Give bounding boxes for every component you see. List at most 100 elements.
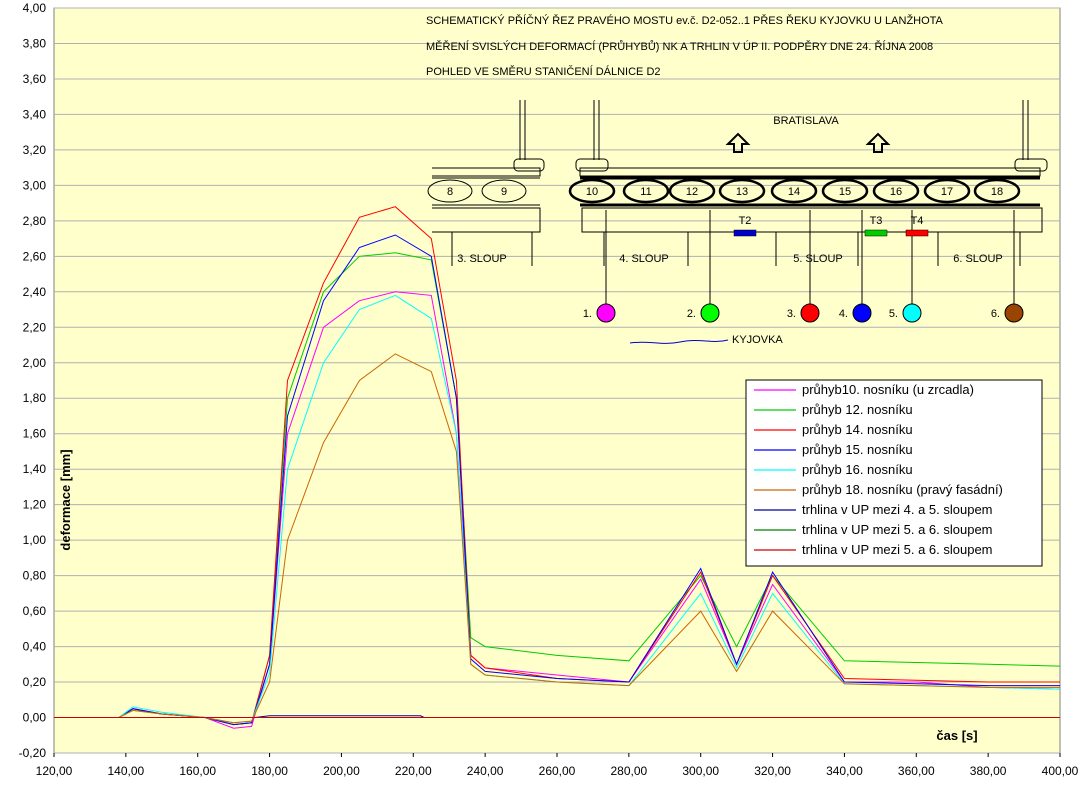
y-tick-label: 0,60 <box>23 604 47 618</box>
direction-arrow-2 <box>865 132 891 153</box>
beam-label: 17 <box>941 186 953 198</box>
y-tick-label: 0,00 <box>23 711 47 725</box>
x-tick-label: 140,00 <box>108 764 145 778</box>
x-tick-label: 180,00 <box>251 764 288 778</box>
sensor-label: 1. <box>583 308 592 320</box>
legend-entry: průhyb 15. nosníku <box>802 442 913 457</box>
y-tick-label: 2,20 <box>23 320 47 334</box>
sensor-label: 3. <box>787 308 796 320</box>
crack-label: T4 <box>911 215 924 227</box>
left-deck <box>432 167 541 177</box>
y-tick-label: 3,60 <box>23 72 47 86</box>
legend-entry: průhyb 16. nosníku <box>802 462 913 477</box>
beam-outline <box>668 178 716 204</box>
x-tick-label: 320,00 <box>754 764 791 778</box>
legend-entry: průhyb10. nosníku (u zrcadla) <box>802 382 974 397</box>
beam-outline <box>872 178 920 204</box>
y-tick-label: -0,20 <box>19 746 47 760</box>
y-tick-label: 3,80 <box>23 36 47 50</box>
legend-entry: průhyb 18. nosníku (pravý fasádní) <box>802 482 1003 497</box>
y-tick-label: 1,00 <box>23 533 47 547</box>
sensor-label: 6. <box>991 308 1000 320</box>
beam-outline <box>770 178 818 204</box>
sensor-marker <box>700 303 720 323</box>
sensor-label: 5. <box>889 308 898 320</box>
y-tick-label: 1,60 <box>23 427 47 441</box>
x-tick-label: 380,00 <box>970 764 1007 778</box>
header-line-3: POHLED VE SMĚRU STANIČENÍ DÁLNICE D2 <box>426 65 661 78</box>
beam-label: 18 <box>991 186 1003 198</box>
x-tick-label: 200,00 <box>323 764 360 778</box>
sensor-marker <box>1004 303 1024 323</box>
y-tick-label: 3,40 <box>23 107 47 121</box>
beam-outline <box>427 179 473 203</box>
beam-outline <box>821 178 869 204</box>
x-axis-label: čas [s] <box>936 728 977 743</box>
beam-label: 16 <box>890 186 902 198</box>
beam-label: 12 <box>686 186 698 198</box>
legend: průhyb10. nosníku (u zrcadla) průhyb 12. … <box>754 382 1003 557</box>
right-railing-left <box>575 158 609 172</box>
beam-label: 15 <box>839 186 851 198</box>
beam-label: 13 <box>736 186 748 198</box>
beam-outline <box>718 178 766 204</box>
y-tick-label: 4,00 <box>23 1 47 15</box>
x-tick-label: 300,00 <box>682 764 719 778</box>
sensor-marker <box>902 303 922 323</box>
x-tick-label: 400,00 <box>1042 764 1079 778</box>
y-tick-label: 1,20 <box>23 498 47 512</box>
y-axis-label: deformace [mm] <box>58 449 73 550</box>
beam-outline <box>568 178 616 204</box>
y-tick-label: 2,00 <box>23 356 47 370</box>
legend-box <box>745 379 1043 567</box>
bridge-diagram <box>432 100 1048 344</box>
x-tick-label: 220,00 <box>395 764 432 778</box>
header-line-2: MĚŘENÍ SVISLÝCH DEFORMACÍ (PRŮHYBŮ) NK A… <box>426 40 933 53</box>
column-label: 6. SLOUP <box>953 253 1003 265</box>
y-tick-label: 0,40 <box>23 640 47 654</box>
direction-arrow-1 <box>725 132 751 153</box>
sensor-marker <box>596 303 616 323</box>
sensor-marker <box>852 303 872 323</box>
x-tick-label: 260,00 <box>539 764 576 778</box>
sensor-marker <box>800 303 820 323</box>
column-label: 4. SLOUP <box>619 253 669 265</box>
sensor-label: 4. <box>839 308 848 320</box>
series-group <box>54 206 1061 729</box>
river-line <box>629 339 729 344</box>
right-slab <box>581 207 1043 233</box>
y-tick-label: 3,20 <box>23 143 47 157</box>
sensor-label: 2. <box>687 308 696 320</box>
y-tick-label: 2,60 <box>23 249 47 263</box>
x-tick-label: 340,00 <box>826 764 863 778</box>
x-tick-label: 160,00 <box>179 764 216 778</box>
legend-entry: trhlina v UP mezi 5. a 6. sloupem <box>802 542 993 557</box>
x-tick-label: 240,00 <box>467 764 504 778</box>
legend-entry: trhlina v UP mezi 4. a 5. sloupem <box>802 502 993 517</box>
column-label: 3. SLOUP <box>457 253 507 265</box>
beam-label: 8 <box>447 186 453 198</box>
river-label: KYJOVKA <box>732 334 783 346</box>
y-tick-label: 1,80 <box>23 391 47 405</box>
right-railing-right <box>1014 158 1048 172</box>
y-tick-label: 0,80 <box>23 569 47 583</box>
beam-label: 14 <box>788 186 800 198</box>
y-tick-label: 0,20 <box>23 675 47 689</box>
header-line-1: SCHEMATICKÝ PŘÍČNÝ ŘEZ PRAVÉHO MOSTU ev.… <box>426 14 944 27</box>
column-label: 5. SLOUP <box>793 253 843 265</box>
beam-outline <box>481 179 527 203</box>
y-tick-label: 2,80 <box>23 214 47 228</box>
diagram-labels: BRATISLAVA KYJOVKA 8 9 10 11 12 13 14 15 16 17 18 3. … <box>427 115 1024 346</box>
right-deck <box>579 167 1041 177</box>
beam-outline <box>973 178 1021 204</box>
crack-label: T2 <box>739 215 752 227</box>
legend-entry: průhyb 12. nosníku <box>802 402 913 417</box>
x-tick-label: 120,00 <box>36 764 73 778</box>
legend-entry: trhlina v UP mezi 5. a 6. sloupem <box>802 522 993 537</box>
x-tick-labels: 120,00 140,00 160,00 180,00 200,00 220,00 240,… <box>36 764 1079 778</box>
beam-outline <box>923 178 971 204</box>
crack-label: T3 <box>870 215 883 227</box>
beam-label: 10 <box>586 186 598 198</box>
crack-marker <box>864 229 888 237</box>
beam-label: 9 <box>501 186 507 198</box>
